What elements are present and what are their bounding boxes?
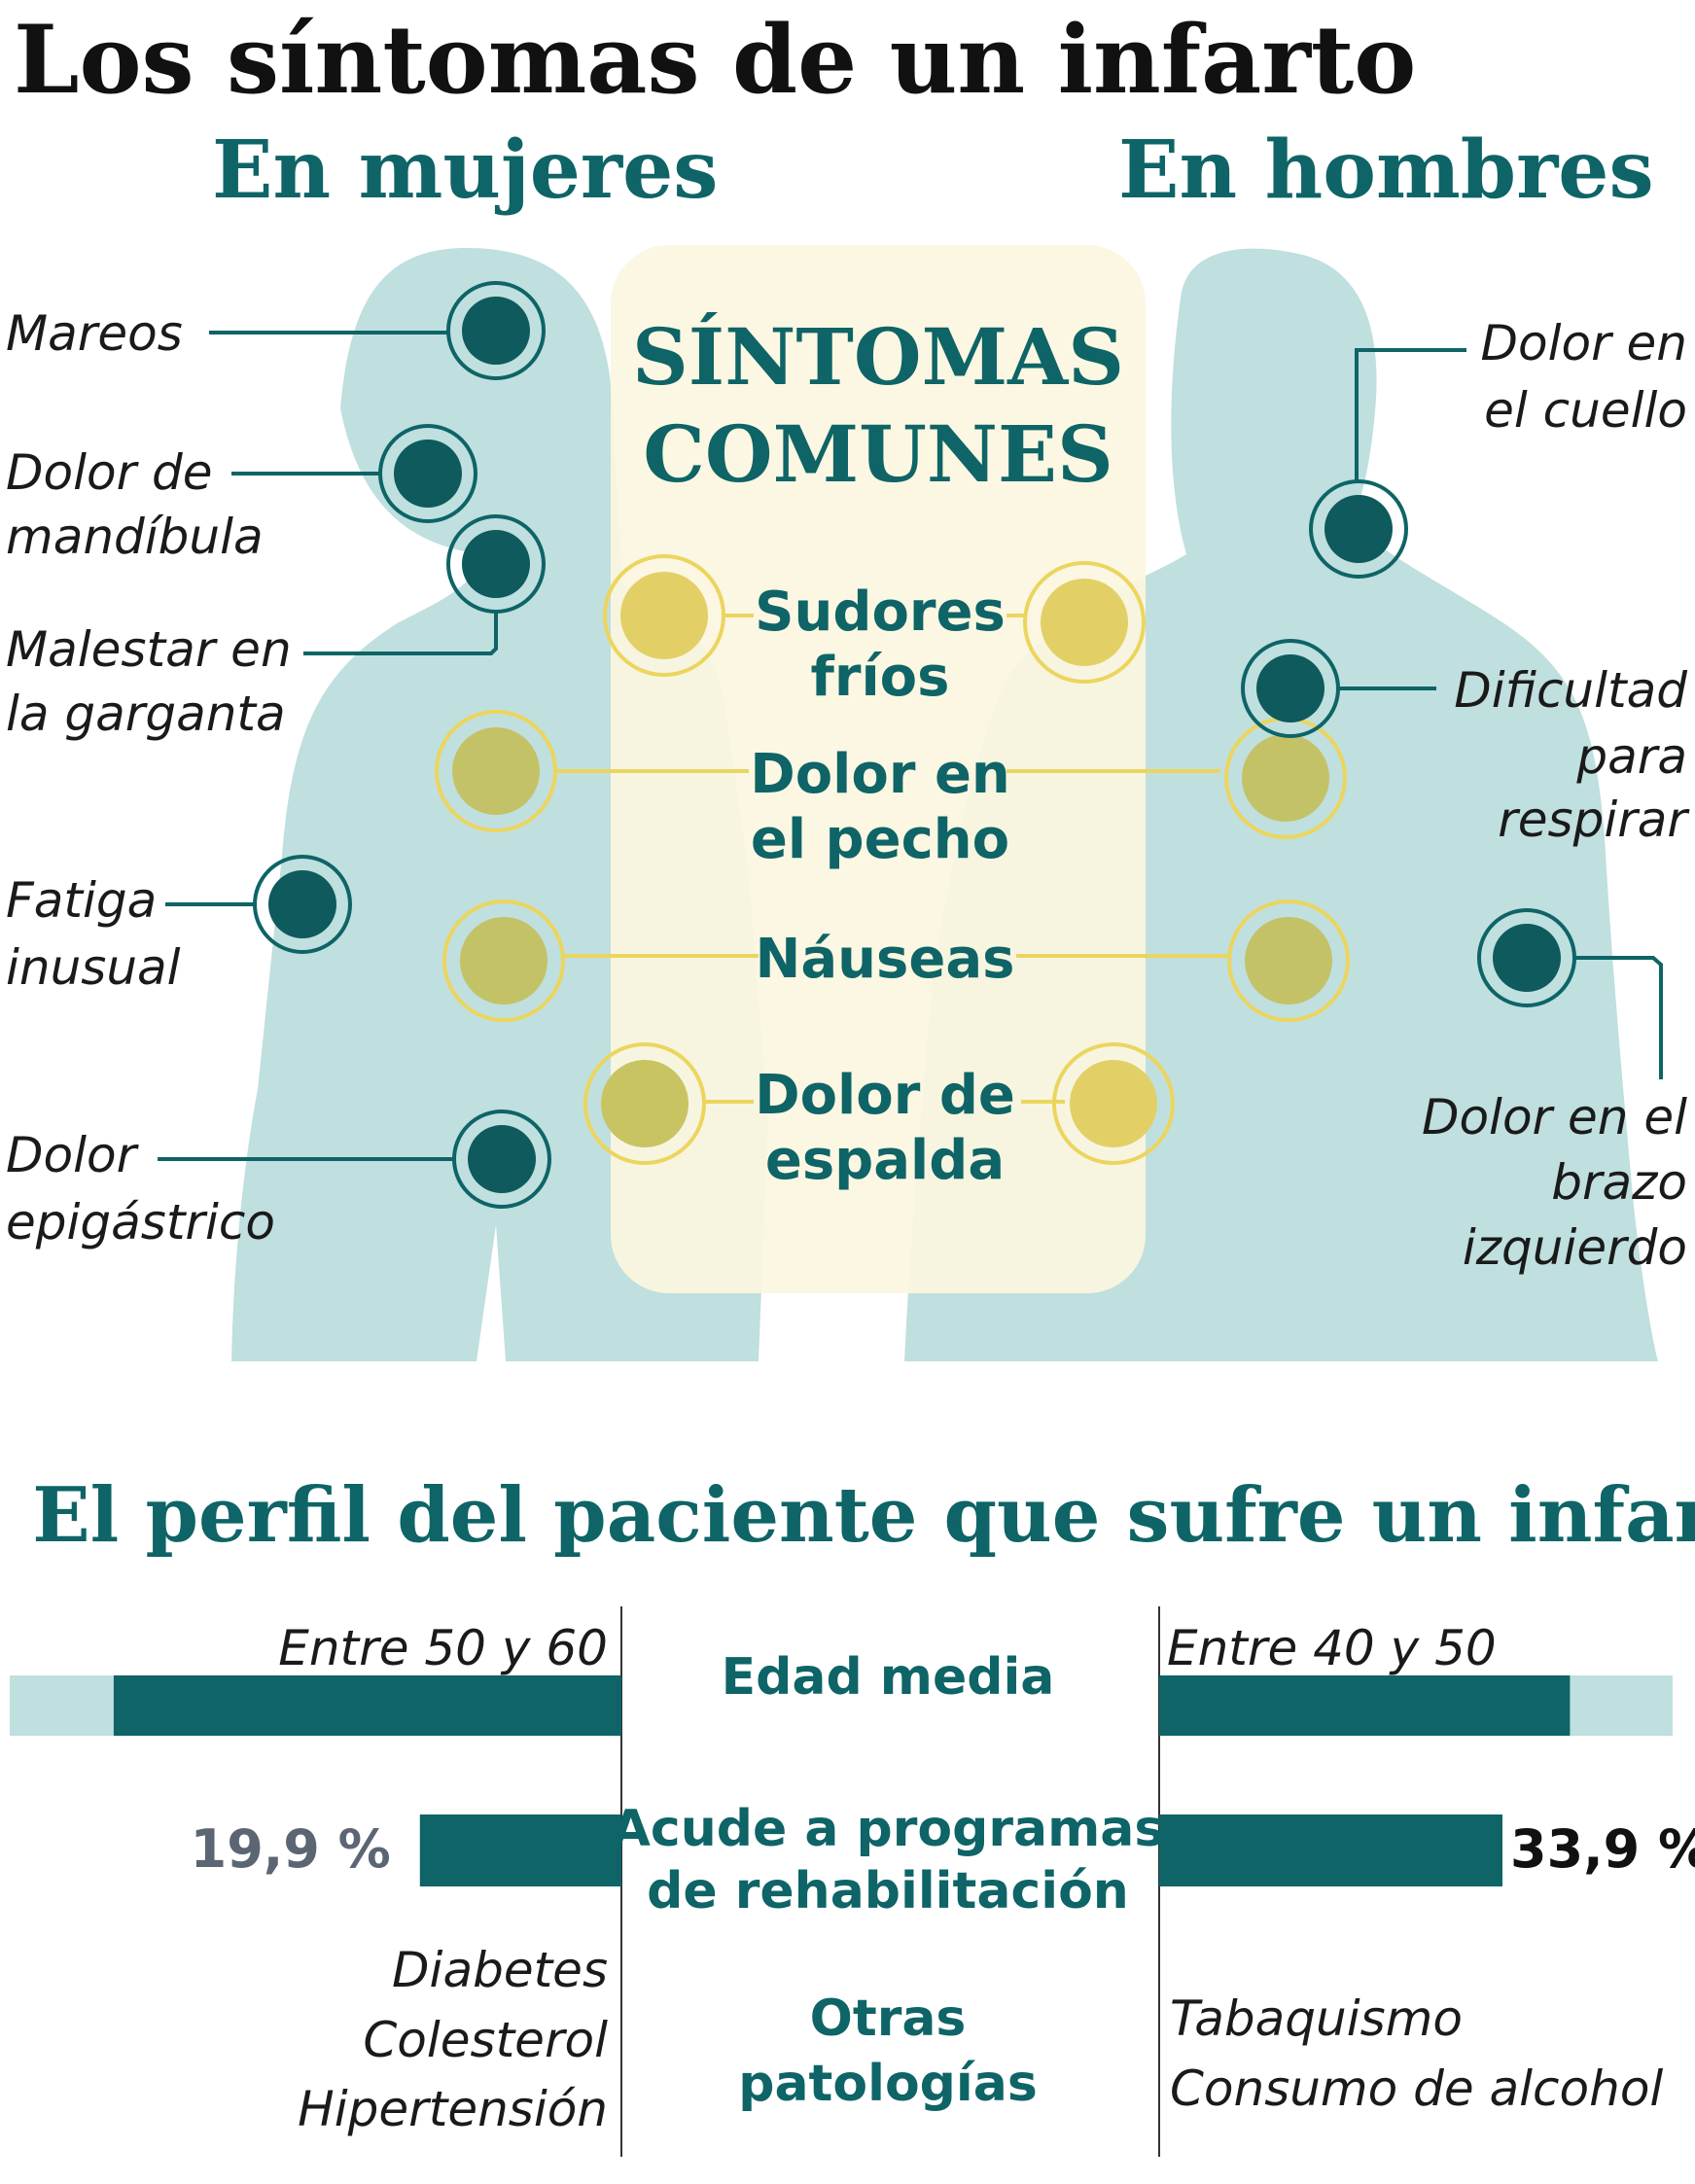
men-label-neck-1: Dolor en bbox=[1481, 315, 1687, 371]
pathology-women-2: Colesterol bbox=[363, 2012, 608, 2068]
women-label-jaw-2: mandíbula bbox=[6, 509, 264, 565]
common-heading-line2: COMUNES bbox=[643, 408, 1113, 500]
women-label-epigastric-2: epigástrico bbox=[6, 1194, 275, 1251]
men-label-breath-3: respirar bbox=[1498, 792, 1690, 848]
men-heading: En hombres bbox=[1118, 123, 1654, 217]
women-markers bbox=[253, 281, 551, 1209]
age-label: Edad media bbox=[722, 1648, 1055, 1707]
common-markers bbox=[435, 554, 1350, 1165]
men-label-breath-2: para bbox=[1575, 728, 1687, 785]
men-label-arm-1: Dolor en el bbox=[1422, 1089, 1687, 1145]
age-women-value: Entre 50 y 60 bbox=[278, 1620, 608, 1676]
epigastric-marker bbox=[452, 1110, 551, 1209]
sweat-women-marker bbox=[603, 554, 725, 677]
men-label-arm-3: izquierdo bbox=[1463, 1219, 1687, 1276]
common-label-back-2: espalda bbox=[765, 1129, 1005, 1192]
sweat-men-marker bbox=[1023, 561, 1146, 684]
jaw-pain-marker bbox=[378, 424, 477, 523]
age-men-bar bbox=[1159, 1675, 1571, 1736]
pathologies-label-2: patologías bbox=[738, 2055, 1038, 2113]
throat-marker bbox=[446, 514, 546, 614]
back-women-marker bbox=[583, 1042, 706, 1165]
common-label-sweat-1: Sudores bbox=[755, 581, 1006, 644]
women-label-throat-1: Malestar en bbox=[6, 621, 292, 678]
men-label-arm-2: brazo bbox=[1551, 1154, 1687, 1211]
dizziness-marker bbox=[446, 281, 546, 380]
pathology-men-2: Consumo de alcohol bbox=[1170, 2061, 1663, 2117]
age-women-bar bbox=[113, 1675, 622, 1736]
pathologies-label-1: Otras bbox=[810, 1990, 967, 2048]
men-connectors bbox=[1337, 348, 1663, 1079]
women-connectors bbox=[158, 331, 498, 1161]
back-men-marker bbox=[1052, 1042, 1175, 1165]
common-label-chest-1: Dolor en bbox=[750, 743, 1010, 806]
women-label-jaw-1: Dolor de bbox=[6, 444, 213, 501]
rehab-women-bar bbox=[419, 1814, 621, 1886]
women-label-fatigue-2: inusual bbox=[6, 939, 181, 996]
common-label-sweat-2: fríos bbox=[811, 646, 950, 709]
pathology-women-1: Diabetes bbox=[392, 1942, 608, 1998]
nausea-women-marker bbox=[442, 899, 565, 1022]
rehab-women-value: 19,9 % bbox=[191, 1818, 391, 1880]
neck-pain-marker bbox=[1309, 479, 1408, 579]
common-label-nausea: Náuseas bbox=[756, 928, 1015, 991]
men-markers bbox=[1241, 479, 1576, 1007]
page-title: Los síntomas de un infarto bbox=[14, 5, 1416, 115]
common-heading-line1: SÍNTOMAS bbox=[632, 311, 1124, 403]
breathing-marker bbox=[1241, 639, 1340, 738]
women-label-epigastric-1: Dolor bbox=[6, 1127, 140, 1183]
common-connectors bbox=[554, 614, 1230, 1104]
fatigue-marker bbox=[253, 855, 352, 954]
rehab-label-2: de rehabilitación bbox=[647, 1862, 1129, 1920]
men-label-breath-1: Dificultad bbox=[1454, 662, 1687, 719]
arm-pain-marker bbox=[1477, 908, 1576, 1007]
chest-women-marker bbox=[435, 710, 557, 832]
nausea-men-marker bbox=[1227, 899, 1350, 1022]
women-label-fatigue-1: Fatiga bbox=[6, 872, 157, 929]
profile-title: El perfil del paciente que sufre un infa… bbox=[32, 1471, 1695, 1560]
rehab-men-bar bbox=[1159, 1814, 1502, 1886]
women-label-throat-2: la garganta bbox=[6, 686, 286, 742]
women-label-dizziness: Mareos bbox=[6, 305, 183, 362]
rehab-label-1: Acude a programas bbox=[612, 1800, 1165, 1858]
men-label-neck-2: el cuello bbox=[1484, 382, 1687, 439]
common-symptoms-panel bbox=[611, 245, 1146, 1293]
women-heading: En mujeres bbox=[212, 123, 718, 217]
age-men-value: Entre 40 y 50 bbox=[1167, 1620, 1497, 1676]
rehab-men-value: 33,9 % bbox=[1510, 1818, 1695, 1880]
pathology-women-3: Hipertensión bbox=[298, 2081, 608, 2137]
common-label-back-1: Dolor de bbox=[755, 1064, 1015, 1127]
pathology-men-1: Tabaquismo bbox=[1170, 1990, 1463, 2047]
common-label-chest-2: el pecho bbox=[751, 808, 1009, 871]
